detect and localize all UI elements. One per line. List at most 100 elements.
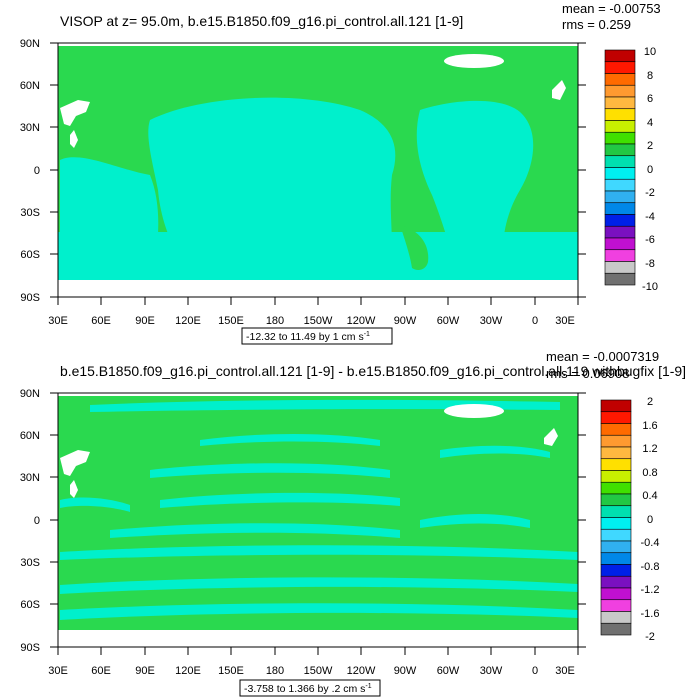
panel-top-info-sup: -1 xyxy=(364,331,370,338)
panel-top-info-text: -12.32 to 11.49 by 1 cm s xyxy=(246,331,364,343)
lon-label: 60W xyxy=(437,315,460,327)
colorbar-swatch xyxy=(600,564,632,577)
lon-label: 150E xyxy=(218,665,244,677)
colorbar-swatch xyxy=(604,178,636,192)
colorbar-swatch xyxy=(600,528,632,542)
panel-top-info-box: -12.32 to 11.49 by 1 cm s-1 xyxy=(241,327,393,345)
lat-label: 30S xyxy=(20,557,40,569)
colorbar-label: -10 xyxy=(642,281,658,293)
lon-label: 90W xyxy=(394,315,417,327)
colorbar-label: 10 xyxy=(644,46,656,58)
lon-label: 120E xyxy=(175,315,201,327)
lon-label: 120E xyxy=(175,665,201,677)
panel-top-lat-ticks xyxy=(50,42,586,298)
panel-bottom-lat-labels: 90N 60N 30N 0 30S 60S 90S xyxy=(20,388,40,654)
antarctica xyxy=(58,630,578,647)
colorbar-label: 8 xyxy=(647,70,653,82)
colorbar-swatch xyxy=(600,434,632,448)
lat-label: 90N xyxy=(20,388,40,400)
colorbar-swatch xyxy=(600,423,632,436)
colorbar-swatch xyxy=(604,108,636,121)
panel-bottom-rms: rms = 0.06908 xyxy=(546,366,629,381)
colorbar-label: 2 xyxy=(647,396,653,408)
colorbar-swatch xyxy=(600,481,632,495)
colorbar-label: 4 xyxy=(647,117,653,129)
panel-bottom: b.e15.B1850.f09_g16.pi_control.all.121 [… xyxy=(20,349,686,697)
panel-top-lon-ticks xyxy=(57,297,579,305)
panel-bottom-lon-ticks xyxy=(57,647,579,655)
lat-label: 30N xyxy=(20,472,40,484)
colorbar-swatch xyxy=(600,599,632,612)
lon-label: 150W xyxy=(304,665,333,677)
colorbar-label: 1.6 xyxy=(642,420,657,432)
panel-top-axes xyxy=(50,42,586,305)
lat-label: 90N xyxy=(20,38,40,50)
colorbar-swatch xyxy=(600,517,632,530)
arctic-sea-ice xyxy=(444,404,504,418)
lon-label: 60E xyxy=(91,315,111,327)
colorbar-swatch xyxy=(604,167,636,180)
lat-label: 60N xyxy=(20,430,40,442)
colorbar-label: 0 xyxy=(647,514,653,526)
colorbar-swatch xyxy=(604,96,636,110)
panel-bottom-info-sup: -1 xyxy=(365,683,371,690)
lon-label: 150W xyxy=(304,315,333,327)
colorbar-swatch xyxy=(604,73,636,86)
panel-top-colorbar xyxy=(604,49,636,286)
colorbar-label: -2 xyxy=(645,187,655,199)
panel-bottom-info-text: -3.758 to 1.366 by .2 cm s xyxy=(244,683,365,695)
colorbar-swatch xyxy=(600,493,632,507)
colorbar-swatch xyxy=(600,622,632,636)
colorbar-label: 0 xyxy=(647,164,653,176)
colorbar-swatch xyxy=(604,202,636,215)
colorbar-label: -0.8 xyxy=(641,561,660,573)
colorbar-label: -1.6 xyxy=(641,608,660,620)
lon-label: 90E xyxy=(135,665,155,677)
tibet-plateau xyxy=(60,450,90,498)
lon-label: 30E xyxy=(555,665,575,677)
colorbar-label: -1.2 xyxy=(641,584,660,596)
ocean-atlantic xyxy=(416,100,534,265)
colorbar-swatch xyxy=(600,446,632,460)
panel-top: VISOP at z= 95.0m, b.e15.B1850.f09_g16.p… xyxy=(20,1,661,345)
colorbar-swatch xyxy=(604,225,636,239)
panel-top-title: VISOP at z= 95.0m, b.e15.B1850.f09_g16.p… xyxy=(60,13,463,29)
lon-label: 0 xyxy=(532,665,538,677)
colorbar-swatch xyxy=(604,49,636,63)
ocean-southern-edge xyxy=(400,225,429,270)
panel-bottom-map xyxy=(58,393,578,647)
colorbar-swatch xyxy=(604,131,636,145)
colorbar-label: 0.4 xyxy=(642,490,657,502)
lon-label: 0 xyxy=(532,315,538,327)
panel-bottom-colorbar xyxy=(600,399,632,636)
colorbar-swatch xyxy=(600,470,632,483)
colorbar-label: 2 xyxy=(647,140,653,152)
arctic-sea-ice xyxy=(444,54,504,68)
colorbar-label: -4 xyxy=(645,211,655,223)
lat-label: 90S xyxy=(20,642,40,654)
colorbar-swatch xyxy=(600,411,632,424)
colorbar-swatch xyxy=(604,120,636,133)
colorbar-swatch xyxy=(600,505,632,518)
svg-text:-3.758 to 1.366 by .2 cm s-1: -3.758 to 1.366 by .2 cm s-1 xyxy=(244,683,372,695)
colorbar-swatch xyxy=(604,190,636,204)
lon-label: 150E xyxy=(218,315,244,327)
colorbar-swatch xyxy=(600,611,632,624)
lon-label: 180 xyxy=(266,315,284,327)
tibet-plateau xyxy=(60,100,90,148)
difference-streaks xyxy=(60,399,578,620)
panel-bottom-title: b.e15.B1850.f09_g16.pi_control.all.121 [… xyxy=(60,363,686,379)
lon-label: 30E xyxy=(555,315,575,327)
colorbar-swatch xyxy=(600,587,632,601)
lon-label: 30W xyxy=(480,665,503,677)
panel-top-colorbar-labels: 10 8 6 4 2 0 -2 -4 -6 -8 -10 xyxy=(642,46,658,293)
colorbar-label: -6 xyxy=(645,234,655,246)
lat-label: 30S xyxy=(20,207,40,219)
lat-label: 60S xyxy=(20,599,40,611)
greenland xyxy=(552,80,566,100)
lat-label: 60S xyxy=(20,249,40,261)
lon-label: 90W xyxy=(394,665,417,677)
ocean-pacific xyxy=(148,97,396,268)
antarctica xyxy=(58,280,578,297)
colorbar-swatch xyxy=(604,261,636,274)
